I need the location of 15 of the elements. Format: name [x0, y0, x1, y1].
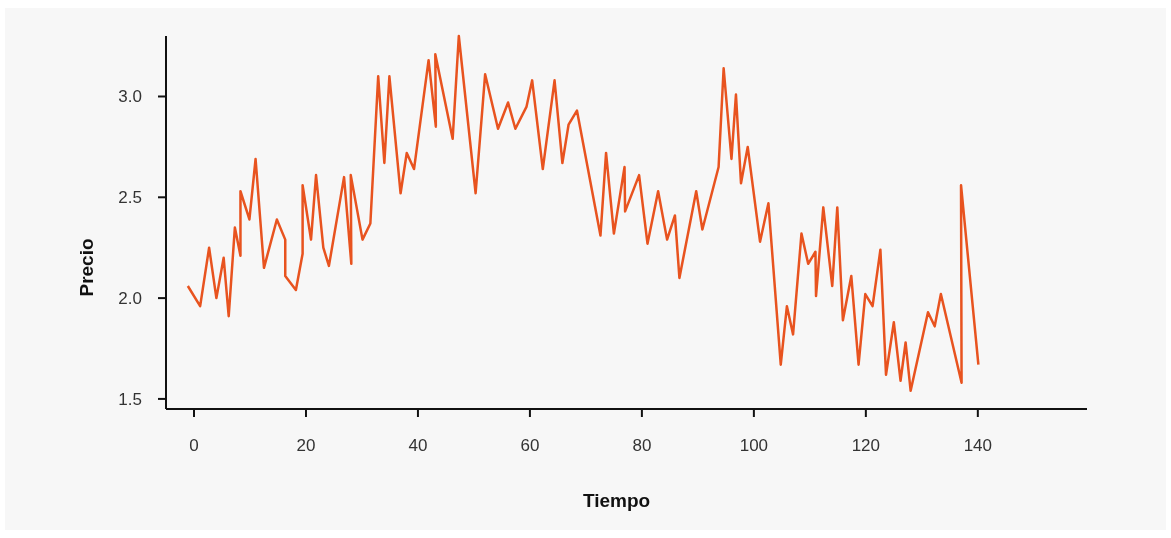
y-tick-label: 3.0 — [118, 87, 142, 107]
y-axis-title: Precio — [76, 238, 97, 297]
x-tick-label: 40 — [408, 436, 428, 455]
x-tick-label: 100 — [739, 436, 769, 455]
x-tick-label: 0 — [189, 436, 199, 455]
y-tick-label: 1.5 — [118, 389, 142, 409]
line-series — [186, 34, 980, 393]
y-tick-label: 2.0 — [118, 289, 142, 309]
x-tick-label: 80 — [632, 436, 652, 455]
x-tick-label: 120 — [851, 436, 881, 455]
x-axis-title: Tiempo — [582, 490, 651, 511]
x-tick-label: 60 — [520, 436, 540, 455]
x-tick-label: 140 — [963, 436, 993, 455]
y-tick-label: 2.5 — [118, 188, 142, 208]
x-tick-label: 20 — [296, 436, 316, 455]
